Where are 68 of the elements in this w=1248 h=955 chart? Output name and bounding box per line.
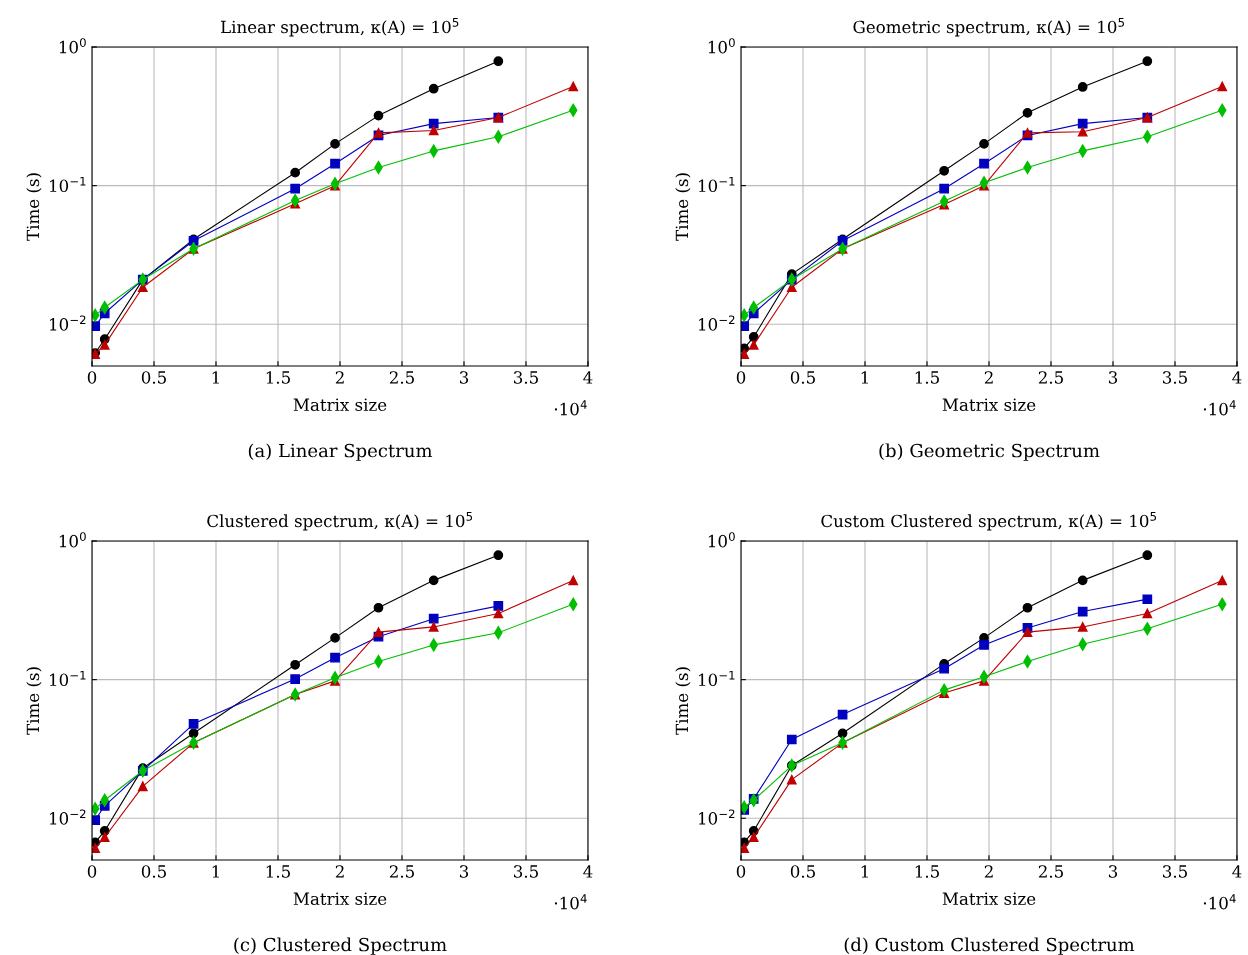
text: ·10$^{4}$	[1203, 400, 1236, 416]
x-tick-label: 2	[335, 865, 344, 878]
x-tick-label: 1	[212, 865, 219, 878]
x-axis-title: Matrix size	[293, 398, 387, 411]
x-tick-label: 0.5	[141, 371, 166, 384]
x-tick-label: 3	[1108, 865, 1118, 878]
x-tick-label: 2.5	[389, 865, 414, 878]
y-tick-label: 10$^{−2}$	[699, 809, 735, 825]
chart-title: Clustered spectrum, κ(A) = 10$^{5}$	[207, 512, 473, 531]
text: ·10$^{4}$	[554, 894, 587, 910]
x-tick-label: 0	[736, 371, 746, 384]
x-tick-label: 2	[335, 371, 344, 384]
x-tick-label: 4	[1232, 371, 1242, 384]
chart-title: Linear spectrum, κ(A) = 10$^{5}$	[221, 18, 459, 37]
x-tick-label: 3	[459, 371, 469, 384]
x-tick-label: 3.5	[514, 865, 538, 878]
x-tick-label: 3.5	[1163, 865, 1187, 878]
x-tick-label: 0	[736, 865, 746, 878]
y-tick-label: 10$^{0}$	[59, 532, 86, 548]
x-tick-label: 1	[861, 371, 868, 384]
chart-title: Custom Clustered spectrum, κ(A) = 10$^{5}$	[821, 512, 1157, 531]
text: (c) Clustered Spectrum	[234, 937, 447, 955]
x-tick-label: 3.5	[1163, 371, 1187, 384]
text: (d) Custom Clustered Spectrum	[844, 937, 1135, 955]
y-tick-label: 10$^{−1}$	[50, 670, 86, 687]
x-tick-label: 2.5	[1038, 865, 1063, 878]
y-tick-label: 10$^{0}$	[708, 38, 735, 54]
x-tick-label: 0.5	[141, 865, 166, 878]
x-axis-title: Matrix size	[293, 892, 387, 905]
text: ·10$^{4}$	[554, 400, 587, 416]
y-tick-label: 10$^{0}$	[59, 38, 86, 54]
x-tick-label: 2	[984, 371, 993, 384]
text: ·10$^{4}$	[1203, 894, 1236, 910]
x-tick-label: 2	[984, 865, 993, 878]
x-axis-title: Matrix size	[942, 892, 1036, 905]
x-tick-label: 0.5	[790, 371, 815, 384]
text: (b) Geometric Spectrum	[879, 443, 1100, 461]
x-axis-title: Matrix size	[942, 398, 1036, 411]
y-tick-label: 10$^{−2}$	[50, 809, 86, 825]
x-tick-label: 4	[583, 371, 593, 384]
x-tick-label: 2.5	[1038, 371, 1063, 384]
x-tick-label: 1	[861, 865, 868, 878]
x-tick-label: 1.5	[915, 865, 939, 878]
y-axis-title: Time (s)	[675, 667, 691, 735]
x-tick-label: 0	[87, 371, 97, 384]
x-tick-label: 3	[1108, 371, 1118, 384]
x-tick-label: 1.5	[266, 371, 290, 384]
x-tick-label: 0.5	[790, 865, 815, 878]
y-tick-label: 10$^{−2}$	[699, 315, 735, 331]
y-tick-label: 10$^{0}$	[708, 532, 735, 548]
y-axis-title: Time (s)	[26, 173, 42, 241]
x-tick-label: 1.5	[915, 371, 939, 384]
y-axis-title: Time (s)	[675, 173, 691, 241]
x-tick-label: 3	[459, 865, 469, 878]
x-tick-label: 4	[1232, 865, 1242, 878]
x-tick-label: 4	[583, 865, 593, 878]
text: (a) Linear Spectrum	[248, 443, 433, 461]
y-tick-label: 10$^{−1}$	[50, 176, 86, 193]
y-tick-label: 10$^{−1}$	[699, 670, 735, 687]
x-tick-label: 0	[87, 865, 97, 878]
x-tick-label: 3.5	[514, 371, 538, 384]
x-tick-label: 2.5	[389, 371, 414, 384]
y-tick-label: 10$^{−2}$	[50, 315, 86, 331]
x-tick-label: 1.5	[266, 865, 290, 878]
y-axis-title: Time (s)	[26, 667, 42, 735]
chart-title: Geometric spectrum, κ(A) = 10$^{5}$	[853, 18, 1125, 37]
y-tick-label: 10$^{−1}$	[699, 176, 735, 193]
x-tick-label: 1	[212, 371, 219, 384]
